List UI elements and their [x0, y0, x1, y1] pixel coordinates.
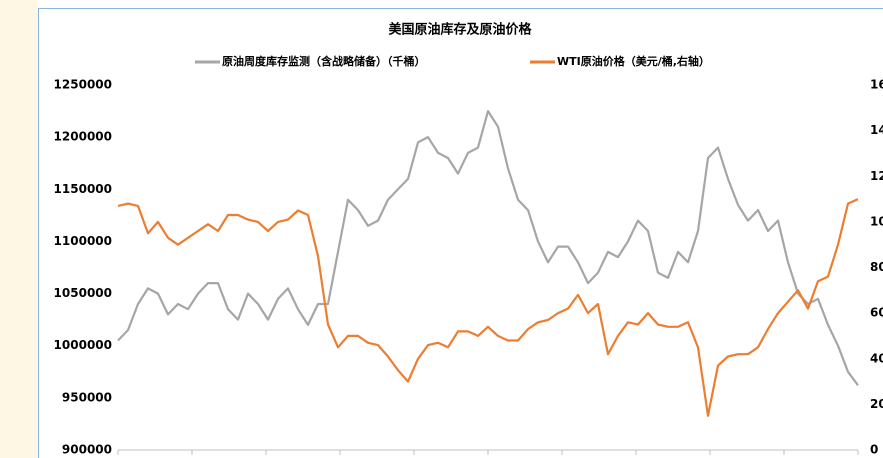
y-tick-label: 1250000 — [54, 78, 112, 92]
side-strip — [0, 0, 38, 458]
y2-tick-label: 0 — [870, 443, 878, 457]
y2-tick-label: 60 — [870, 306, 883, 320]
legend-label: 原油周度库存监测（含战略储备）（千桶） — [222, 54, 426, 68]
y2-tick-label: 140 — [870, 123, 883, 137]
y-tick-label: 1150000 — [54, 182, 112, 196]
y-tick-label: 1200000 — [54, 130, 112, 144]
y-tick-label: 1000000 — [54, 338, 112, 352]
y2-tick-label: 40 — [870, 351, 883, 365]
y2-tick-label: 120 — [870, 169, 883, 183]
y2-tick-label: 20 — [870, 397, 883, 411]
frame — [38, 8, 883, 458]
y2-tick-label: 80 — [870, 260, 883, 274]
y2-tick-label: 160 — [870, 78, 883, 92]
line-series — [117, 198, 859, 417]
y-tick-label: 1050000 — [54, 286, 112, 300]
line-series — [117, 110, 859, 386]
y-tick-label: 1100000 — [54, 234, 112, 248]
y-tick-label: 950000 — [62, 390, 112, 404]
chart-title: 美国原油库存及原油价格 — [388, 22, 532, 38]
legend-label: WTI原油价格（美元/桶,右轴） — [557, 54, 710, 68]
y-tick-label: 900000 — [62, 443, 112, 457]
y2-tick-label: 100 — [870, 214, 883, 228]
